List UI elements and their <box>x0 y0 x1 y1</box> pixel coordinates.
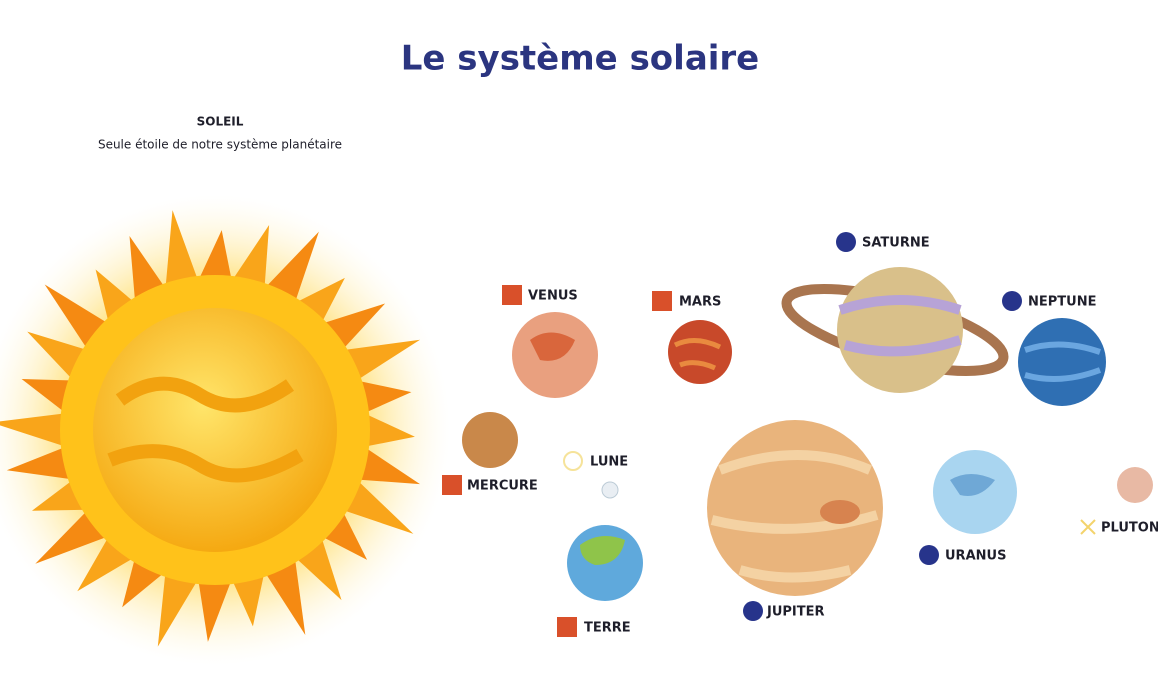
body-label: SATURNE <box>862 236 930 251</box>
mars <box>668 320 732 384</box>
marker <box>919 545 939 565</box>
title: Le système solaire <box>401 39 760 79</box>
sun <box>0 195 450 665</box>
body-label: PLUTON <box>1101 521 1158 536</box>
marker <box>1081 520 1095 534</box>
solar-system: Le système solaire SOLEIL Seule étoile d… <box>0 0 1158 693</box>
body-label: LUNE <box>590 455 628 470</box>
sun-body <box>93 308 337 552</box>
body-label: VENUS <box>528 289 578 304</box>
body-label: TERRE <box>584 621 631 636</box>
marker <box>564 452 582 470</box>
body-label: JUPITER <box>766 605 825 620</box>
marker <box>557 617 577 637</box>
jupiter-spot <box>820 500 860 524</box>
body-label: NEPTUNE <box>1028 295 1096 310</box>
marker <box>1002 291 1022 311</box>
pluton <box>1117 467 1153 503</box>
marker <box>502 285 522 305</box>
marker <box>743 601 763 621</box>
body-label: MARS <box>679 295 721 310</box>
mercure <box>462 412 518 468</box>
sun-description: Seule étoile de notre système planétaire <box>98 138 342 152</box>
lune <box>602 482 618 498</box>
sun-name: SOLEIL <box>197 115 244 129</box>
saturne <box>837 267 963 393</box>
body-label: URANUS <box>945 549 1006 564</box>
marker <box>836 232 856 252</box>
marker <box>652 291 672 311</box>
neptune <box>1018 318 1106 406</box>
body-label: MERCURE <box>467 479 538 494</box>
marker <box>442 475 462 495</box>
